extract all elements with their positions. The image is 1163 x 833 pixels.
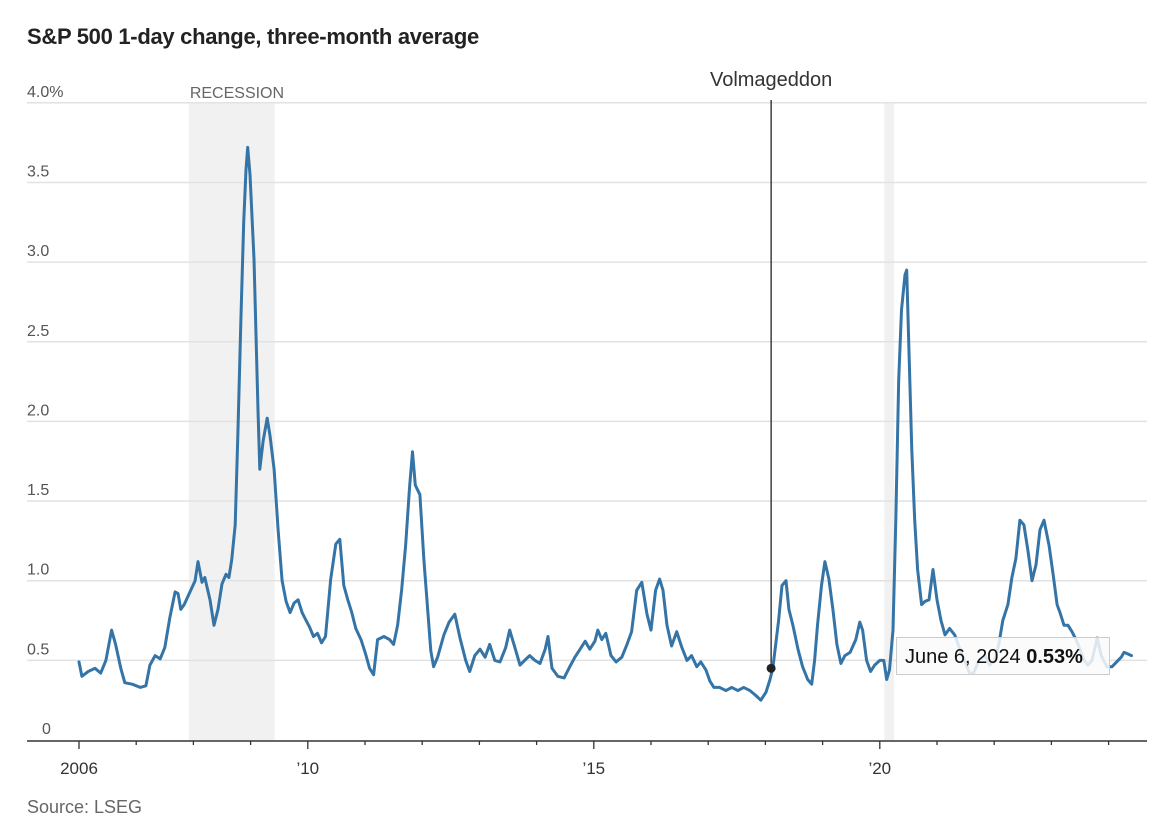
x-tick-label: 2006 xyxy=(60,759,98,778)
source-note: Source: LSEG xyxy=(27,797,143,817)
y-tick-label: 1.0 xyxy=(27,562,49,579)
y-tick-label: 2.0 xyxy=(27,402,49,419)
shaded-period-label: RECESSION xyxy=(190,85,284,102)
tooltip-date: June 6, 2024 xyxy=(905,646,1021,668)
y-tick-label: 0.5 xyxy=(27,641,49,658)
tooltip: June 6, 2024 0.53% xyxy=(896,637,1110,675)
y-tick-label: 2.5 xyxy=(27,323,49,340)
y-tick-label: 4.0% xyxy=(27,84,63,101)
x-tick-label: ’15 xyxy=(582,759,605,778)
tooltip-value: 0.53% xyxy=(1026,646,1083,668)
x-tick-label: ’10 xyxy=(296,759,319,778)
y-tick-label: 3.5 xyxy=(27,163,49,180)
x-tick-label: ’20 xyxy=(868,759,891,778)
annotation-label: Volmageddon xyxy=(710,69,832,91)
annotation-dot xyxy=(766,663,776,673)
y-tick-label: 0 xyxy=(42,721,51,738)
y-tick-label: 3.0 xyxy=(27,243,49,260)
y-tick-label: 1.5 xyxy=(27,482,49,499)
chart-title: S&P 500 1-day change, three-month averag… xyxy=(27,24,479,49)
